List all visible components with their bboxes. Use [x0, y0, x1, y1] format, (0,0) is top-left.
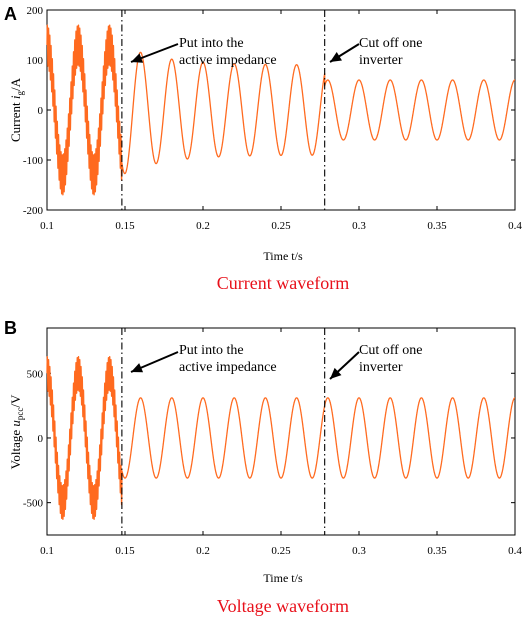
x-tick-label: 0.3: [352, 220, 366, 232]
y-tick-label: 0: [38, 105, 44, 117]
series-line: [46, 24, 516, 196]
event-annotation: Cut off one: [359, 343, 423, 358]
y-tick-label: 100: [27, 55, 44, 67]
y-axis-label-a-var: i: [8, 95, 23, 99]
event-arrowhead: [131, 53, 144, 63]
caption-b: Voltage waveform: [217, 596, 349, 616]
event-annotation: inverter: [359, 53, 403, 68]
x-tick-label: 0.4: [508, 220, 522, 232]
y-tick-label: 200: [27, 5, 44, 17]
x-tick-label: 0.1: [40, 545, 54, 557]
event-arrowhead: [330, 51, 342, 62]
y-axis-label-b-var: u: [8, 420, 23, 427]
y-axis-label-a-post: /A: [8, 77, 23, 91]
plot-area-b: 0.1 0.15 0.2 0.25 0.3 0.35 0.4 -500 0 500 Put in…: [23, 327, 522, 557]
x-tick-label: 0.2: [196, 545, 210, 557]
caption-a: Current waveform: [217, 273, 349, 293]
x-axis-label-a: Time t/s: [263, 249, 303, 263]
y-axis-label-b-sub: pcc: [15, 408, 25, 421]
event-annotation: inverter: [359, 360, 403, 375]
event-arrowhead: [330, 367, 342, 379]
event-arrowhead: [131, 363, 144, 373]
x-tick-label: 0.35: [427, 220, 447, 232]
event-annotation: Put into the: [179, 36, 244, 51]
y-tick-label: -200: [23, 205, 44, 217]
x-tick-label: 0.2: [196, 220, 210, 232]
x-tick-label: 0.25: [271, 220, 291, 232]
x-tick-label: 0.35: [427, 545, 447, 557]
x-tick-label: 0.25: [271, 545, 291, 557]
y-axis-label-b-pre: Voltage: [8, 427, 23, 470]
y-tick-label: -500: [23, 498, 44, 510]
y-axis-label-a-pre: Current: [8, 99, 23, 142]
y-axis-label-a-sub: g: [15, 90, 25, 95]
y-axis-label-b: Voltage upcc/V: [8, 394, 25, 469]
panel-a: A 0.1 0.15 0.2 0.25 0.3 0.35 0.4 -200 -100 0 100 2…: [4, 4, 522, 293]
plot-area-a: 0.1 0.15 0.2 0.25 0.3 0.35 0.4 -200 -100 0 100 200…: [23, 5, 523, 232]
event-annotation: active impedance: [179, 53, 277, 68]
y-tick-label: 500: [27, 368, 44, 380]
panel-b: B 0.1 0.15 0.2 0.25 0.3 0.35 0.4 -500 0 500 Put …: [4, 318, 522, 616]
x-axis-label-b: Time t/s: [263, 571, 303, 585]
panel-letter-a: A: [4, 4, 17, 24]
x-tick-label: 0.3: [352, 545, 366, 557]
y-axis-label-a: Current ig/A: [8, 77, 25, 142]
x-tick-label: 0.15: [115, 220, 135, 232]
event-annotation: Put into the: [179, 343, 244, 358]
x-tick-label: 0.4: [508, 545, 522, 557]
y-axis-label-b-post: /V: [8, 394, 23, 408]
x-tick-label: 0.15: [115, 545, 135, 557]
event-annotation: Cut off one: [359, 36, 423, 51]
x-tick-label: 0.1: [40, 220, 54, 232]
event-annotation: active impedance: [179, 360, 277, 375]
panel-letter-b: B: [4, 318, 17, 338]
y-tick-label: -100: [23, 155, 44, 167]
series-line: [46, 355, 516, 520]
y-tick-label: 0: [38, 433, 44, 445]
